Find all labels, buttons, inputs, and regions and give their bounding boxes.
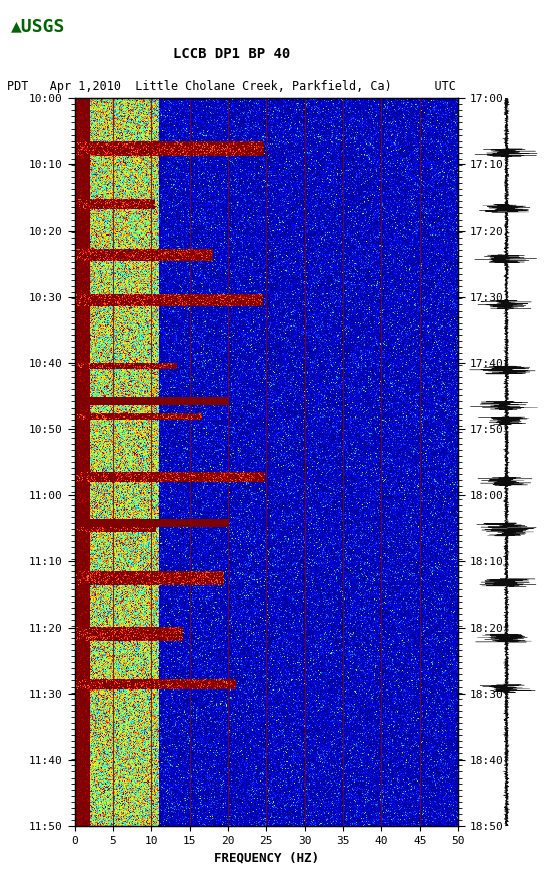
Text: PDT   Apr 1,2010  Little Cholane Creek, Parkfield, Ca)      UTC: PDT Apr 1,2010 Little Cholane Creek, Par…: [7, 79, 457, 93]
X-axis label: FREQUENCY (HZ): FREQUENCY (HZ): [214, 851, 319, 864]
Text: ▲USGS: ▲USGS: [11, 18, 66, 36]
Text: LCCB DP1 BP 40: LCCB DP1 BP 40: [173, 47, 290, 62]
